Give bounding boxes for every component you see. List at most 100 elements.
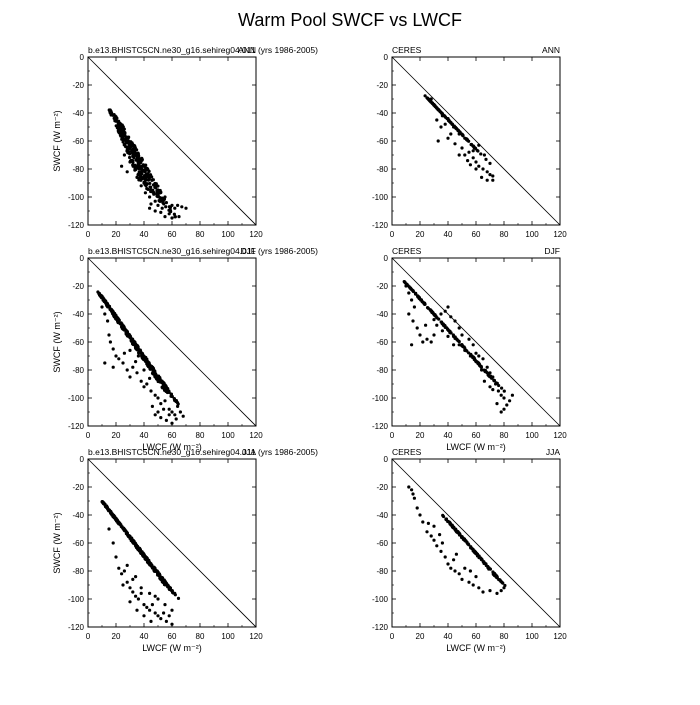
data-point [429, 97, 433, 101]
y-tick-label: -60 [72, 338, 84, 347]
data-point [151, 565, 155, 569]
data-point [153, 594, 157, 598]
reference-line [391, 458, 561, 628]
y-tick-label: 0 [384, 53, 389, 62]
x-tick-label: 0 [86, 230, 91, 239]
x-tick-label: 40 [444, 230, 453, 239]
data-point [135, 608, 139, 612]
x-tick-label: 0 [86, 632, 91, 641]
data-point [136, 597, 140, 601]
data-point [435, 544, 439, 548]
data-point [480, 175, 484, 179]
data-point [492, 573, 496, 577]
data-point [119, 524, 123, 528]
data-point [158, 199, 162, 204]
data-point [134, 594, 138, 598]
data-point [145, 605, 149, 610]
x-tick-label: 100 [221, 632, 235, 641]
data-point [472, 144, 476, 149]
y-tick-label: -20 [72, 483, 84, 492]
data-point [487, 374, 491, 378]
data-point [110, 513, 114, 517]
data-point [122, 138, 126, 142]
data-point [155, 192, 159, 196]
y-tick-label: -40 [72, 511, 84, 520]
panel-right-label: ANN [542, 45, 560, 55]
data-point [474, 552, 478, 556]
data-point [178, 410, 182, 414]
data-point [473, 549, 477, 553]
data-point [481, 357, 485, 361]
y-tick-label: -80 [72, 366, 84, 375]
data-point [167, 205, 171, 209]
data-point [488, 173, 492, 177]
data-point [116, 318, 120, 322]
data-point [469, 546, 473, 550]
data-point [170, 622, 174, 626]
data-point [419, 298, 423, 302]
y-tick-label: -20 [72, 282, 84, 291]
x-tick-label: 120 [553, 632, 567, 641]
data-point [160, 576, 165, 580]
data-point [162, 202, 166, 206]
data-point [157, 376, 161, 380]
data-point [156, 203, 160, 207]
data-point [142, 614, 146, 618]
data-point [443, 309, 447, 313]
data-point [488, 385, 492, 389]
data-point [163, 603, 167, 607]
y-tick-label: -20 [376, 81, 388, 90]
data-point [107, 527, 111, 531]
data-point [432, 524, 436, 528]
data-point [167, 614, 171, 618]
x-axis-label: LWCF (W m⁻²) [142, 442, 202, 452]
data-point [454, 529, 458, 533]
data-point [103, 502, 107, 506]
data-point [459, 535, 464, 539]
x-tick-label: 100 [221, 230, 235, 239]
x-axis-label: LWCF (W m⁻²) [446, 442, 506, 452]
data-point [170, 203, 174, 207]
data-point [111, 310, 115, 314]
data-point [114, 354, 118, 358]
data-point [153, 374, 157, 378]
data-point [499, 589, 503, 593]
data-point [149, 619, 153, 624]
data-point [133, 151, 137, 155]
data-point [452, 125, 456, 129]
data-point [170, 421, 174, 425]
data-point [170, 410, 174, 414]
data-point [161, 380, 165, 384]
y-axis-label: SWCF (W m⁻²) [52, 512, 62, 573]
data-point [123, 134, 127, 138]
data-point [103, 312, 107, 316]
data-point [485, 178, 489, 182]
panel-model-jja: 0 20 40 60 80 100 120 0 -20 -40 -60 -80 -100 -120 b.e1… [52, 447, 318, 653]
data-point [425, 530, 429, 534]
data-point [440, 320, 444, 324]
y-tick-label: -40 [72, 310, 84, 319]
data-point [491, 174, 495, 178]
data-point [477, 586, 481, 590]
y-tick-label: 0 [384, 254, 389, 263]
data-point [440, 329, 444, 333]
data-point [128, 375, 132, 379]
data-point [435, 323, 439, 327]
data-point [488, 161, 492, 165]
x-tick-label: 100 [525, 230, 539, 239]
data-point [173, 206, 177, 210]
data-point [425, 96, 429, 100]
data-point [499, 410, 503, 414]
data-point [457, 339, 461, 343]
panel-model-ann: 0 20 40 60 80 100 120 0 -20 -40 -60 -80 -100 -120 b.e1… [52, 45, 318, 239]
data-point [125, 368, 129, 372]
data-point [418, 333, 422, 337]
data-point [153, 413, 157, 417]
y-tick-label: -80 [72, 567, 84, 576]
data-point [119, 127, 123, 131]
data-point [439, 125, 443, 129]
data-point [134, 164, 138, 168]
data-point [435, 118, 439, 122]
x-tick-label: 100 [525, 431, 539, 440]
data-point [421, 340, 425, 344]
